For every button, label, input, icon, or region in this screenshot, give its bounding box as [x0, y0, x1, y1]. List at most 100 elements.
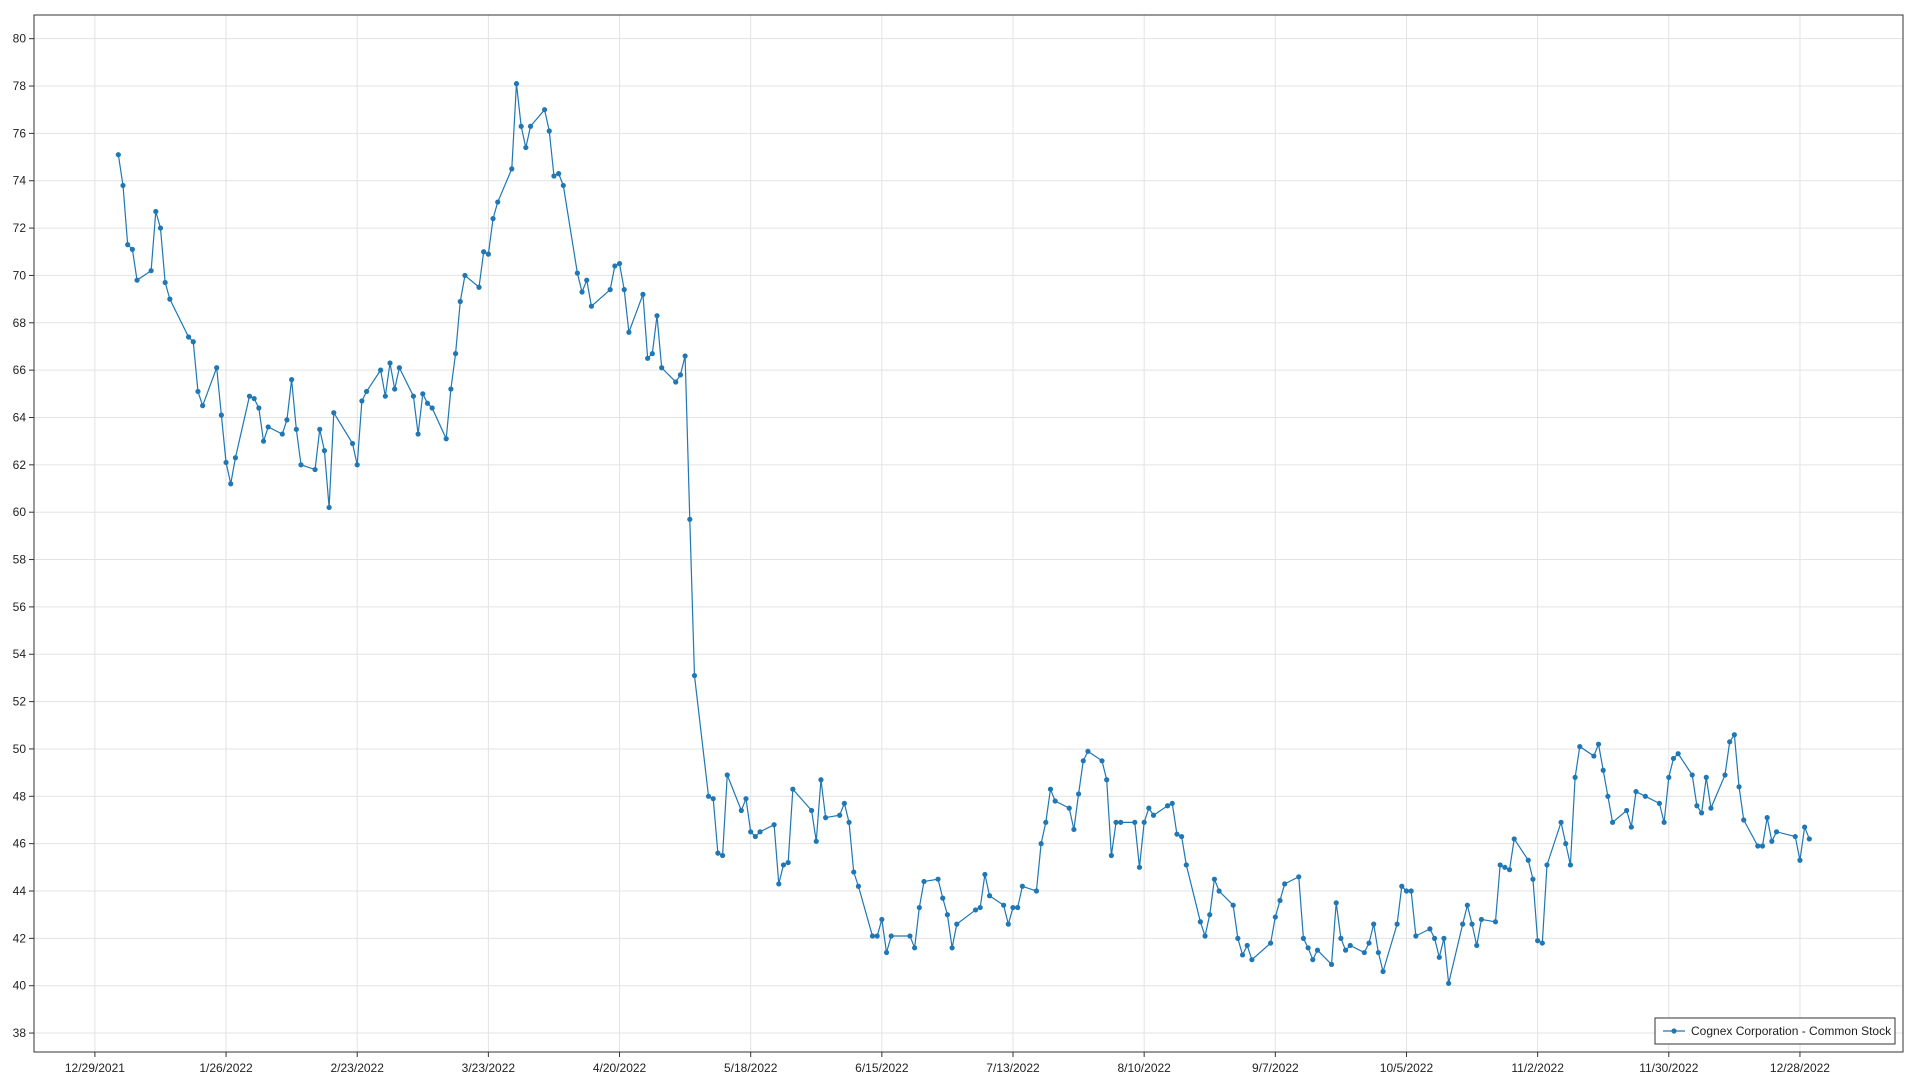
data-point [808, 807, 815, 814]
data-point [448, 386, 454, 392]
data-point [1001, 902, 1007, 908]
data-point [1010, 904, 1016, 911]
data-point [1656, 800, 1663, 807]
y-tick-label: 50 [13, 742, 27, 756]
data-point [1605, 793, 1611, 799]
data-point [1366, 940, 1372, 946]
data-point [1282, 881, 1288, 887]
data-point [626, 329, 632, 335]
data-point [527, 123, 534, 129]
x-tick-label: 10/5/2022 [1380, 1061, 1434, 1075]
data-point [710, 796, 716, 802]
plot-frame [33, 14, 1904, 1053]
data-point [1310, 957, 1316, 963]
data-point [1797, 857, 1803, 863]
y-tick-label: 62 [13, 458, 27, 472]
data-point [687, 516, 693, 522]
data-point [359, 398, 365, 404]
data-point [1338, 935, 1344, 941]
data-point [1609, 819, 1616, 825]
data-point [452, 350, 459, 357]
data-point [916, 904, 922, 911]
data-point [1361, 949, 1367, 956]
data-point [1399, 883, 1405, 889]
data-point [551, 173, 557, 179]
data-point [157, 225, 164, 231]
data-point [1333, 900, 1339, 906]
data-point [1764, 815, 1770, 821]
data-point [228, 481, 234, 487]
data-point [1146, 805, 1152, 811]
y-tick-label: 60 [13, 505, 27, 519]
data-point [134, 277, 140, 283]
data-point [874, 933, 880, 939]
x-tick-label: 8/10/2022 [1117, 1061, 1171, 1075]
data-point [326, 504, 332, 511]
data-point [1446, 980, 1452, 986]
data-point [588, 303, 595, 309]
data-point [481, 249, 487, 255]
data-point [771, 822, 777, 828]
y-tick-label: 56 [13, 600, 27, 614]
y-tick-label: 78 [13, 79, 27, 93]
data-point [462, 272, 468, 279]
data-point [1342, 947, 1349, 953]
data-point [1661, 819, 1667, 825]
data-point [1305, 945, 1311, 951]
x-tick-label: 12/28/2022 [1770, 1061, 1830, 1075]
data-point [1792, 833, 1798, 840]
data-point [200, 403, 206, 409]
data-point [129, 246, 135, 252]
data-point [1375, 949, 1381, 956]
data-point [1670, 755, 1677, 762]
data-point [813, 838, 819, 844]
data-point [1525, 857, 1531, 863]
data-point [944, 912, 951, 918]
data-point [1179, 833, 1185, 840]
data-point [1558, 819, 1564, 825]
data-point [378, 367, 384, 373]
data-point [162, 279, 168, 286]
data-point [1511, 836, 1517, 842]
data-point [1080, 758, 1086, 764]
data-point [410, 393, 417, 399]
data-point [1216, 888, 1222, 894]
data-point [1314, 947, 1321, 953]
data-point [1347, 942, 1353, 949]
x-tick-label: 3/23/2022 [462, 1061, 516, 1075]
data-point [1099, 758, 1105, 764]
data-point [780, 862, 787, 868]
data-point [541, 107, 548, 113]
data-point [1535, 938, 1541, 944]
data-point [260, 438, 267, 444]
x-tick-label: 4/20/2022 [593, 1061, 647, 1075]
data-point [790, 786, 796, 792]
data-point [424, 400, 431, 406]
data-point [1052, 798, 1058, 804]
data-point [195, 388, 201, 395]
data-point [232, 455, 239, 461]
data-point [1802, 824, 1808, 830]
data-point [743, 796, 749, 802]
data-point [818, 777, 824, 783]
data-point [574, 270, 580, 276]
data-point [621, 287, 627, 293]
data-point [387, 360, 393, 366]
data-point [1071, 826, 1077, 833]
x-tick-label: 2/23/2022 [331, 1061, 385, 1075]
data-point [1666, 774, 1672, 780]
data-point [256, 405, 262, 411]
data-point [396, 365, 402, 371]
data-point [1300, 935, 1307, 941]
data-point [823, 815, 829, 821]
y-tick-label: 48 [13, 789, 27, 803]
data-point [1371, 921, 1377, 927]
data-point [354, 462, 360, 468]
data-point [1530, 876, 1536, 882]
data-point [649, 350, 655, 357]
data-point [1539, 940, 1545, 946]
data-point [1431, 935, 1438, 941]
data-point [1380, 968, 1386, 975]
data-point [1698, 810, 1705, 816]
